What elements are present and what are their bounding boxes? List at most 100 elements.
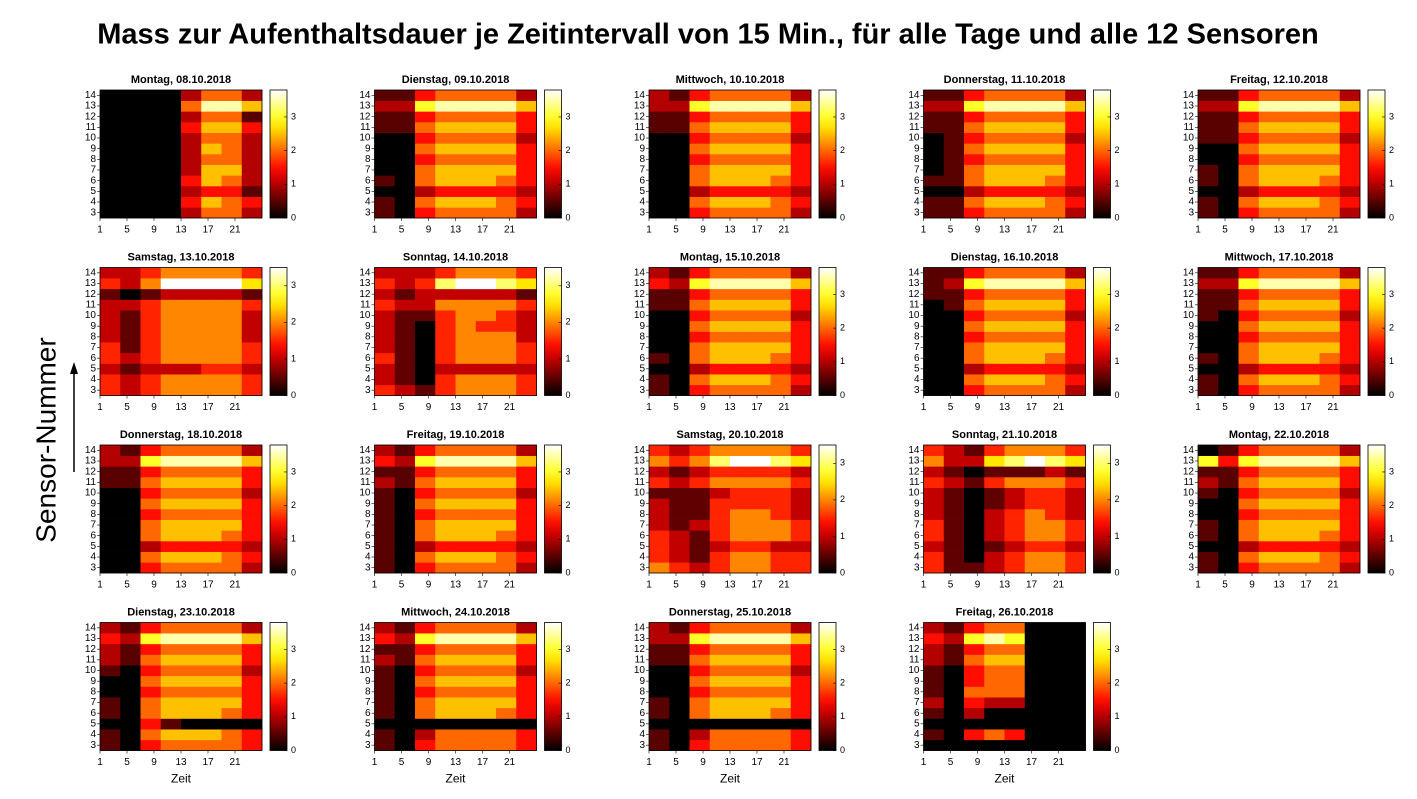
heat-cell (241, 342, 263, 354)
heat-cell (709, 686, 731, 698)
x-tick-label: 1 (1195, 402, 1201, 413)
heat-cell (1065, 707, 1086, 719)
heat-cell (394, 111, 416, 123)
heat-cell (649, 530, 670, 542)
colorbar-tick-label: 1 (1389, 179, 1394, 189)
heat-cell (435, 310, 456, 322)
heat-cell (943, 331, 965, 343)
heat-cell (241, 654, 263, 666)
heat-cell (221, 487, 243, 499)
heat-cell (770, 675, 792, 687)
heat-cell (455, 100, 477, 112)
heat-cell (1339, 487, 1361, 499)
heat-cell (394, 686, 416, 698)
heat-cell (1045, 310, 1066, 322)
heat-cell (1319, 299, 1341, 311)
heat-cell (475, 562, 497, 574)
heat-cell (160, 352, 182, 364)
heat-cell (394, 363, 416, 375)
heat-cell (1238, 352, 1260, 364)
heat-cell (140, 697, 162, 709)
heat-cell (923, 643, 945, 655)
heat-cell (516, 519, 537, 531)
y-tick-label: 7 (914, 520, 920, 531)
heat-cell (1218, 477, 1239, 488)
heat-cell (181, 562, 202, 574)
y-tick-label: 14 (634, 445, 646, 456)
heat-cell (100, 90, 121, 101)
heat-cell (1024, 551, 1046, 563)
heat-cell (689, 729, 711, 741)
heat-cell (415, 530, 436, 542)
colorbar-tick-label: 0 (1389, 567, 1394, 577)
heat-cell (709, 622, 731, 634)
y-tick-label: 9 (639, 143, 645, 154)
heat-cell (1319, 207, 1341, 219)
heat-cell (435, 122, 456, 133)
heat-cell (709, 718, 731, 730)
heat-cell (100, 288, 121, 300)
heat-cell (923, 384, 945, 396)
heat-cell (201, 643, 222, 655)
heat-cell (140, 111, 162, 123)
panel-title: Freitag, 26.10.2018 (956, 606, 1054, 618)
heat-cell (140, 154, 162, 165)
heat-cell (241, 143, 263, 155)
heat-cell (1319, 562, 1341, 574)
colorbar-tick-label: 1 (566, 534, 571, 544)
y-tick-label: 4 (1188, 552, 1194, 563)
heat-cell (496, 445, 517, 456)
heat-cell (415, 562, 436, 574)
heat-cell (689, 331, 711, 343)
colorbar-tick-label: 1 (840, 179, 845, 189)
y-tick-label: 11 (1184, 122, 1195, 133)
heat-cell (984, 509, 1005, 520)
heat-cell (1024, 100, 1046, 112)
heat-cell (1004, 455, 1026, 467)
heat-cell (750, 643, 771, 655)
heat-cell (516, 654, 537, 666)
heat-cell (984, 299, 1005, 311)
heat-cell (1024, 466, 1046, 478)
colorbar-tick-label: 2 (1115, 678, 1120, 688)
heat-cell (1319, 122, 1341, 133)
heat-cell (750, 122, 771, 133)
heat-cell (374, 643, 396, 655)
heat-cell (516, 707, 537, 719)
y-tick-label: 12 (1183, 289, 1195, 300)
heat-cell (1279, 509, 1300, 520)
heat-cell (1045, 384, 1066, 396)
heat-cell (649, 122, 670, 133)
y-tick-label: 5 (639, 186, 645, 197)
y-tick-label: 7 (90, 520, 96, 531)
heat-cell (1279, 90, 1300, 101)
y-tick-label: 4 (914, 729, 920, 740)
y-tick-label: 8 (1188, 154, 1194, 165)
heat-cell (689, 445, 711, 456)
heat-cell (730, 310, 751, 322)
heat-cell (669, 143, 690, 155)
y-tick-label: 7 (365, 697, 371, 708)
heat-cell (730, 352, 751, 364)
heat-cell (415, 729, 436, 741)
heat-cell (181, 363, 202, 375)
heat-cell (1024, 665, 1046, 677)
heat-cell (1218, 374, 1239, 386)
heat-cell (1198, 196, 1219, 208)
heat-cell (394, 562, 416, 574)
heat-cell (455, 697, 477, 709)
heat-cell (374, 132, 396, 144)
y-tick-label: 14 (359, 622, 371, 633)
heat-cell (221, 299, 243, 311)
heat-cell (730, 541, 751, 552)
heat-cell (1004, 111, 1026, 123)
heat-cell (1218, 186, 1239, 197)
heat-cell (1218, 143, 1239, 155)
heat-cell (1045, 530, 1066, 542)
heat-cell (415, 320, 436, 332)
heat-cell (181, 686, 202, 698)
heat-cell (1024, 445, 1046, 456)
heat-cell (984, 530, 1005, 542)
heat-cell (1004, 686, 1026, 698)
heat-cell (1065, 675, 1086, 687)
